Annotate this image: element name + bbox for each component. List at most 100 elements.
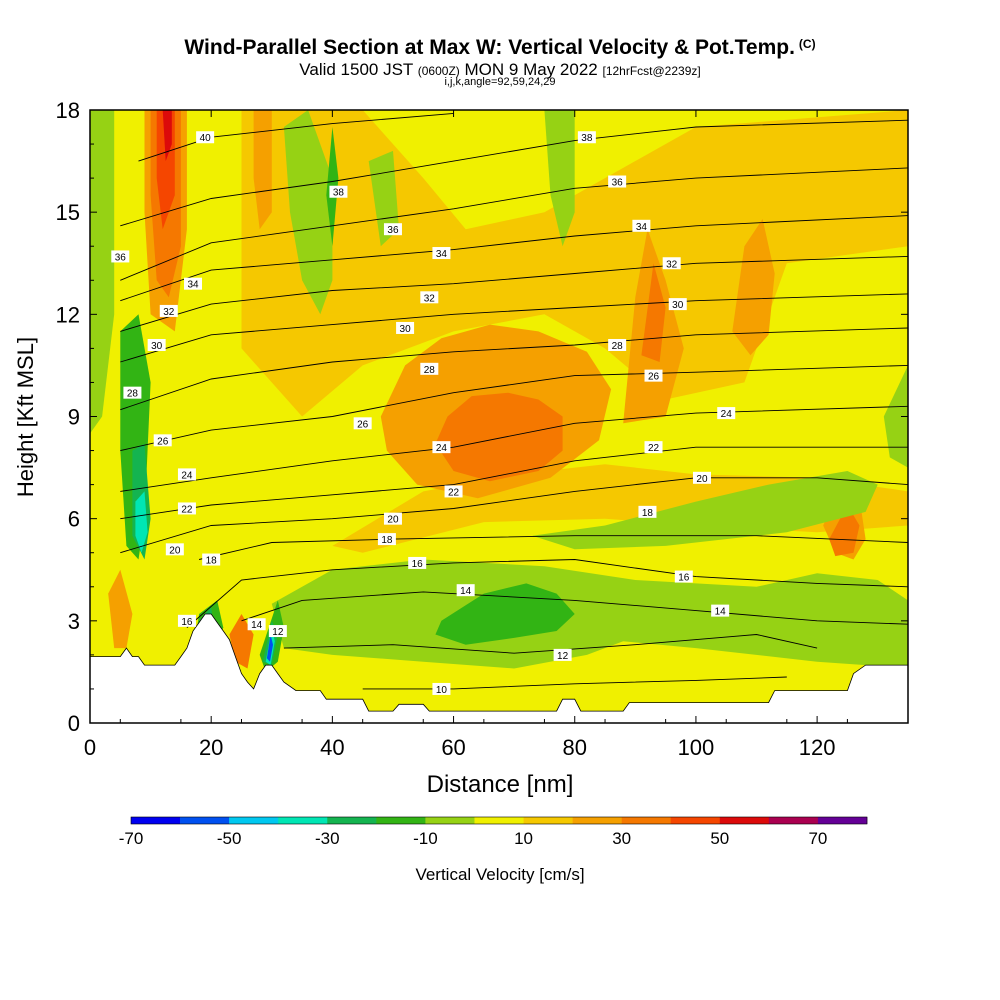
x-axis-label: Distance [nm] [427,771,574,798]
theta-label-26-bg [644,369,663,382]
theta-label-22: 22 [648,443,660,454]
theta-label-10: 10 [436,685,448,696]
y-tick-label-9: 9 [68,405,80,430]
theta-label-extra-1: 36 [115,252,127,263]
theta-label-extra-17: 20 [169,545,181,556]
theta-label-extra-7: 30 [151,341,163,352]
w-region-23 [883,365,908,468]
theta-contour-12 [283,634,818,654]
w-region-10 [435,392,563,482]
y-tick-label-0: 0 [68,711,80,736]
terrain-mask [90,613,908,723]
theta-label-extra-23-bg [247,618,266,631]
theta-contour-36 [120,167,908,281]
theta-label-extra-10: 28 [424,365,436,376]
theta-label-18: 18 [381,535,393,546]
theta-label-38: 38 [581,133,593,144]
theta-label-extra-8-bg [396,321,415,334]
theta-label-extra-1-bg [111,250,130,263]
colorbar-swatch-6 [425,817,475,824]
theta-label-extra-21-bg [177,614,196,627]
theta-label-32-bg [662,257,681,270]
theta-label-extra-11-bg [153,434,172,447]
theta-label-extra-2: 36 [387,225,399,236]
theta-label-36-bg [608,175,627,188]
colorbar-swatch-10 [621,817,672,824]
theta-contour-16 [186,559,908,628]
theta-label-extra-3-bg [184,277,203,290]
theta-label-30: 30 [672,300,684,311]
theta-label-22-bg [644,441,663,454]
w-region-5 [732,219,775,356]
colorbar-swatch-7 [474,817,524,824]
colorbar-label: Vertical Velocity [cm/s] [415,865,584,884]
w-region-14 [229,614,254,669]
colorbar-swatch-8 [523,817,573,824]
colorbar-swatch-5 [376,817,426,824]
w-region-17 [271,559,908,669]
theta-label-18-bg [377,533,396,546]
theta-label-10-bg [432,682,451,695]
colorbar-swatch-2 [229,817,279,824]
w-region-18 [532,471,878,550]
theta-label-34: 34 [636,222,648,233]
theta-label-38-bg [577,131,596,144]
theta-contour-30 [120,293,908,363]
theta-label-12: 12 [557,651,569,662]
theta-label-34-bg [632,219,651,232]
theta-label-extra-21: 16 [181,617,193,628]
theta-label-extra-14: 24 [436,443,448,454]
y-axis-label: Height [Kft MSL] [13,337,38,497]
theta-label-extra-9-bg [123,386,142,399]
colorbar-tick-label-10: 10 [514,829,533,848]
theta-label-30-bg [668,298,687,311]
chart-subtitle: Valid 1500 JST (0600Z) MON 9 May 2022 [1… [299,60,701,79]
w-region-9 [108,569,133,649]
y-tick-label-3: 3 [68,609,80,634]
colorbar-swatch-3 [278,817,328,824]
chart-title: Wind-Parallel Section at Max W: Vertical… [184,36,816,59]
theta-label-20: 20 [696,474,708,485]
colorbar-swatch-12 [719,817,770,824]
theta-label-20-bg [692,471,711,484]
theta-label-extra-8: 30 [400,324,412,335]
theta-label-extra-0: 38 [333,188,345,199]
theta-label-28-bg [608,338,627,351]
theta-contour-32 [120,255,908,332]
theta-label-extra-23: 14 [251,620,263,631]
theta-label-extra-19-bg [202,553,221,566]
theta-label-24: 24 [721,409,733,420]
theta-label-24-bg [717,407,736,420]
theta-label-extra-15: 22 [181,504,193,515]
theta-contour-18 [198,535,908,560]
colorbar-swatch-9 [572,817,622,824]
theta-label-extra-5: 32 [163,307,175,318]
theta-label-extra-22: 16 [412,559,424,570]
theta-label-extra-9: 28 [127,389,139,400]
y-tick-label-18: 18 [56,98,80,123]
theta-label-extra-20: 18 [642,508,654,519]
theta-label-extra-3: 34 [187,280,199,291]
theta-label-extra-19: 18 [206,556,218,567]
theta-contour-22 [120,446,908,520]
theta-contour-38 [120,119,908,227]
colorbar-tick-label--50: -50 [217,829,242,848]
w-region-19 [283,110,333,315]
colorbar-tick-label--70: -70 [119,829,144,848]
theta-contour-20 [120,477,908,554]
colorbar-frame [130,816,868,825]
theta-label-extra-4-bg [432,247,451,260]
theta-label-extra-6-bg [420,291,439,304]
x-tick-label-40: 40 [320,735,344,760]
theta-label-40: 40 [200,133,212,144]
theta-contour-26 [120,364,908,452]
colorbar: -70 -50 -30 -10 10 30 50 70 [119,816,868,848]
colorbar-swatch-4 [327,817,377,824]
w-region-13 [829,505,860,557]
section-params: i,j,k,angle=92,59,24,29 [444,76,556,88]
theta-label-extra-18-bg [383,512,402,525]
theta-label-extra-24: 14 [715,607,727,618]
theta-contour-28 [120,327,908,411]
colorbar-tick-label--10: -10 [413,829,438,848]
